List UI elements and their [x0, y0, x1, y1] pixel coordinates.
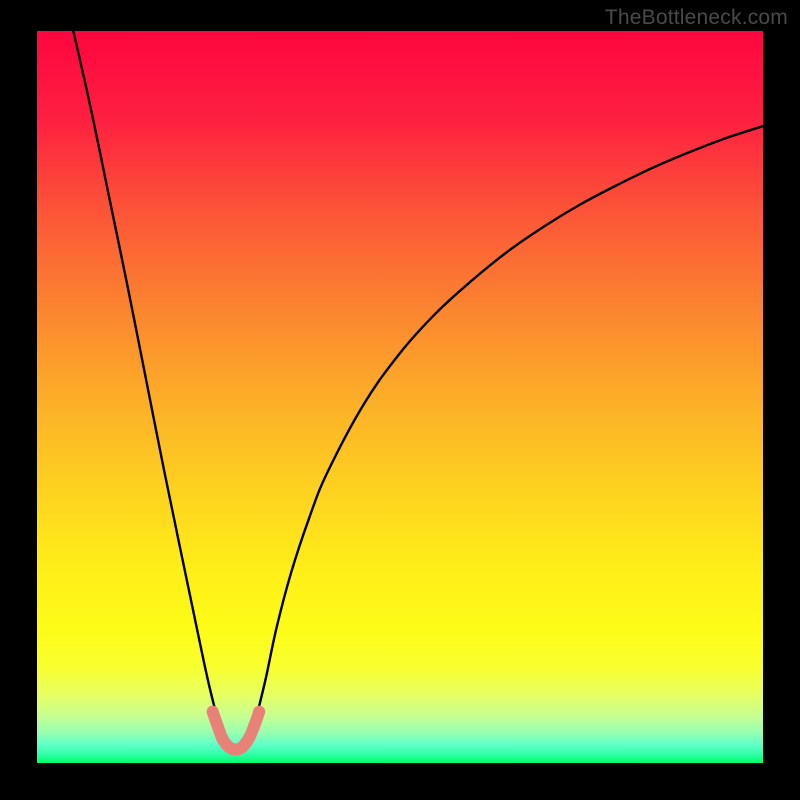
trough-marker-dot — [253, 706, 265, 718]
plot-area — [37, 31, 763, 763]
chart-container: TheBottleneck.com — [0, 0, 800, 800]
trough-marker-dot — [212, 720, 224, 732]
watermark-text: TheBottleneck.com — [605, 6, 788, 30]
trough-marker-dot — [248, 720, 260, 732]
trough-marker-dot — [243, 732, 255, 744]
bottleneck-chart — [0, 0, 800, 800]
trough-marker-dot — [207, 706, 219, 718]
